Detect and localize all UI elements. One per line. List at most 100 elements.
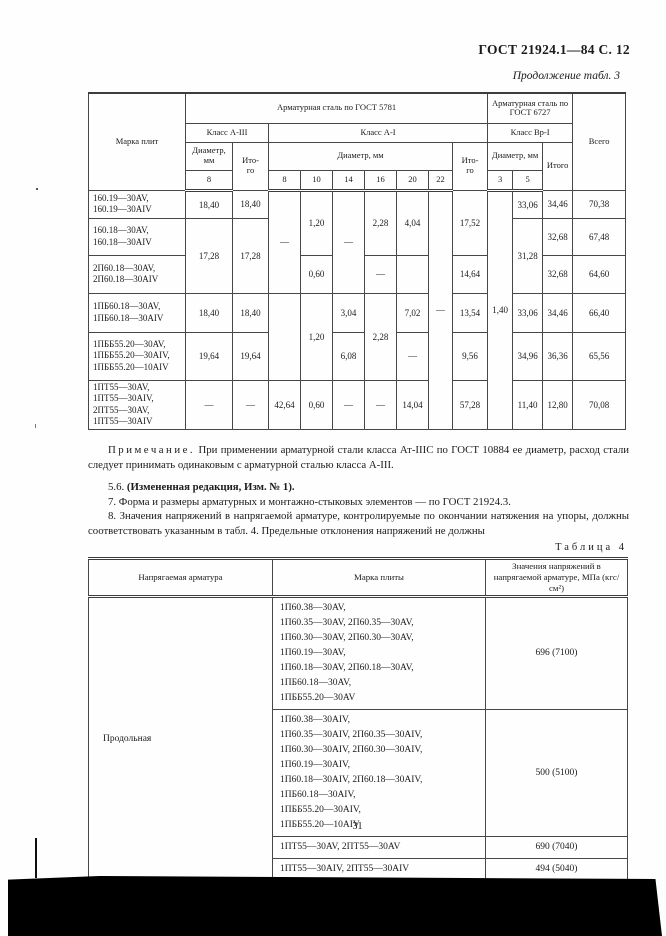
- table3-row: 1ПТ55—30AV, 1ПТ55—30AIV, 2ПТ55—30AV, 1ПТ…: [88, 379, 627, 430]
- table4-stress-value: 690 (7040): [485, 835, 628, 859]
- table3-header-diam-a1: Диаметр, мм: [268, 141, 453, 171]
- table3-value-cell: 18,40: [232, 292, 269, 333]
- table3-value-cell: 19,64: [232, 331, 269, 381]
- table3-row: 1ПББ55.20—30AV, 1ПББ55.20—30AIV, 1ПББ55.…: [88, 331, 627, 381]
- table3-value-cell: —: [185, 379, 233, 430]
- table3-value-cell: 1,40: [487, 189, 514, 430]
- table3-diam-value: 8: [185, 169, 233, 192]
- table3-plate-mark: 1ПБ60.18—30AV, 1ПБ60.18—30AIV: [88, 292, 186, 333]
- table3-value-cell: 1,20: [300, 292, 333, 381]
- table3-value-cell: —: [332, 379, 365, 430]
- table3-value-cell: 18,40: [185, 292, 233, 333]
- note-text: При применении арматурной стали класса А…: [88, 444, 629, 471]
- table4-caption: Таблица 4: [555, 542, 627, 553]
- table3-value-cell: 66,40: [572, 292, 627, 333]
- table3-value-cell: 57,28: [451, 379, 489, 430]
- table4-stress-values: Напрягаемая арматура Марка плиты Значени…: [88, 557, 628, 881]
- table3-value-cell: 1,20: [300, 189, 333, 256]
- table3-diam-value: 22: [428, 169, 453, 192]
- scan-artifact-dot: [36, 188, 38, 190]
- table3-value-cell: 33,06: [512, 292, 544, 333]
- table3-value-cell: 14,04: [396, 379, 429, 430]
- table3-plate-mark: 160.18—30AV, 160.18—30AIV: [88, 217, 186, 256]
- table4-header-armature: Напрягаемая арматура: [88, 558, 273, 598]
- table3-value-cell: 7,02: [396, 292, 429, 333]
- table4-stress-value: 494 (5040): [485, 857, 628, 881]
- scan-artifact-line: [35, 838, 37, 878]
- table3-value-cell: 31,28: [512, 217, 544, 294]
- table3-value-cell: —: [268, 189, 301, 294]
- table3-value-cell: 64,60: [572, 254, 627, 294]
- table3-value-cell: [268, 292, 301, 381]
- table4-plate-mark: 1ПТ55—30AV, 2ПТ55—30AV: [272, 835, 486, 859]
- note-paragraph: Примечание. При применении арматурной ст…: [88, 443, 629, 472]
- table3-value-cell: 34,46: [542, 292, 574, 333]
- table3-header-vsego: Всего: [572, 92, 627, 191]
- table3-header-diam-a3: Диаметр, мм: [185, 141, 233, 171]
- table4-plate-mark: 1П60.38—30AIV, 1П60.35—30AIV, 2П60.35—30…: [272, 708, 486, 837]
- table3-diam-value: 5: [512, 169, 544, 192]
- table3-header-class-a1: Класс А-I: [267, 122, 489, 143]
- table3-header-gost6727: Арматурная сталь по ГОСТ 6727: [487, 92, 574, 124]
- table3-header-itogo-a1: Ито- го: [451, 141, 489, 191]
- table4-row: 1П60.38—30AIV, 1П60.35—30AIV, 2П60.35—30…: [89, 708, 628, 837]
- table3-value-cell: 9,56: [451, 331, 489, 381]
- table3-value-cell: 18,40: [232, 189, 269, 219]
- table3-value-cell: —: [428, 189, 453, 430]
- table3-header-gost5781: Арматурная сталь по ГОСТ 5781: [184, 92, 489, 124]
- table4-header-stress: Значения напряжений в напрягаемой армату…: [485, 558, 628, 598]
- table3-value-cell: —: [364, 379, 397, 430]
- table3-value-cell: 0,60: [300, 254, 333, 294]
- table3-value-cell: —: [332, 189, 365, 294]
- table3-header-itogo-a3: Ито- го: [232, 141, 269, 191]
- table3-value-cell: 70,38: [572, 189, 627, 219]
- scan-artifact-band: [8, 876, 662, 936]
- table3-value-cell: 0,60: [300, 379, 333, 430]
- table3-plate-mark: 1ПББ55.20—30AV, 1ПББ55.20—30AIV, 1ПББ55.…: [88, 331, 186, 381]
- table3-value-cell: 65,56: [572, 331, 627, 381]
- table3-value-cell: —: [396, 331, 429, 381]
- table3-value-cell: 19,64: [185, 331, 233, 381]
- note-label: Примечание.: [108, 444, 196, 456]
- notes-section: Примечание. При применении арматурной ст…: [88, 443, 629, 539]
- table3-armature-steel: Марка плит Арматурная сталь по ГОСТ 5781…: [88, 92, 627, 430]
- table4-stress-value: 696 (7100): [485, 595, 628, 710]
- table3-value-cell: 36,36: [542, 331, 574, 381]
- table3-row: 160.19—30AV, 160.19—30AIV 18,40 18,40—1,20…: [88, 189, 627, 430]
- table3-value-cell: 18,40: [185, 189, 233, 219]
- table4-stress-value: 500 (5100): [485, 708, 628, 837]
- table3-value-cell: 2,28: [364, 292, 397, 381]
- table3-value-cell: 11,40: [512, 379, 544, 430]
- table4-row: 1ПТ55—30AIV, 2ПТ55—30AIV 494 (5040): [89, 857, 628, 881]
- scan-artifact-dot: [35, 424, 36, 428]
- table3-value-cell: 32,68: [542, 254, 574, 294]
- item-8: 8. Значения напряжений в напрягаемой арм…: [88, 510, 629, 537]
- table4-row: Продольная 1П60.38—30AV, 1П60.35—30AV, 2П…: [88, 595, 628, 881]
- table3-value-cell: 67,48: [572, 217, 627, 256]
- table3-value-cell: 17,52: [451, 189, 489, 256]
- page-number: 31: [352, 821, 363, 832]
- table3-plate-mark: 2П60.18—30AV, 2П60.18—30AIV: [88, 254, 186, 294]
- table3-diam-value: 14: [332, 169, 365, 192]
- table3-value-cell: 42,64: [268, 379, 301, 430]
- table4-header-marka: Марка плиты: [272, 558, 486, 598]
- table3-header-itogo-vr1: Итого: [542, 141, 574, 191]
- table3-value-cell: [396, 254, 429, 294]
- table3-diam-value: 10: [300, 169, 333, 192]
- table3-header-class-a3: Класс А-III: [185, 122, 269, 143]
- table3-value-cell: 14,64: [451, 254, 489, 294]
- table4-plate-mark: 1П60.38—30AV, 1П60.35—30AV, 2П60.35—30AV…: [272, 595, 486, 710]
- table3-value-cell: 12,80: [542, 379, 574, 430]
- table4-armature-type: Продольная: [88, 595, 273, 881]
- table3-row: 1ПБ60.18—30AV, 1ПБ60.18—30AIV 18,40 18,40 1…: [88, 292, 627, 381]
- table3-continuation-label: Продолжение табл. 3: [512, 70, 620, 82]
- table3-value-cell: 4,04: [396, 189, 429, 256]
- table3-header-marka: Марка плит: [88, 92, 186, 191]
- table3-diam-value: 16: [364, 169, 397, 192]
- table3-diam-value: 3: [487, 169, 514, 192]
- table4-row: 1ПТ55—30AV, 2ПТ55—30AV 690 (7040): [89, 835, 628, 859]
- table3-value-cell: 32,68: [542, 217, 574, 256]
- table3-plate-mark: 160.19—30AV, 160.19—30AIV: [88, 189, 186, 219]
- item-5-6-bold: (Измененная редакция, Изм. № 1).: [126, 481, 295, 494]
